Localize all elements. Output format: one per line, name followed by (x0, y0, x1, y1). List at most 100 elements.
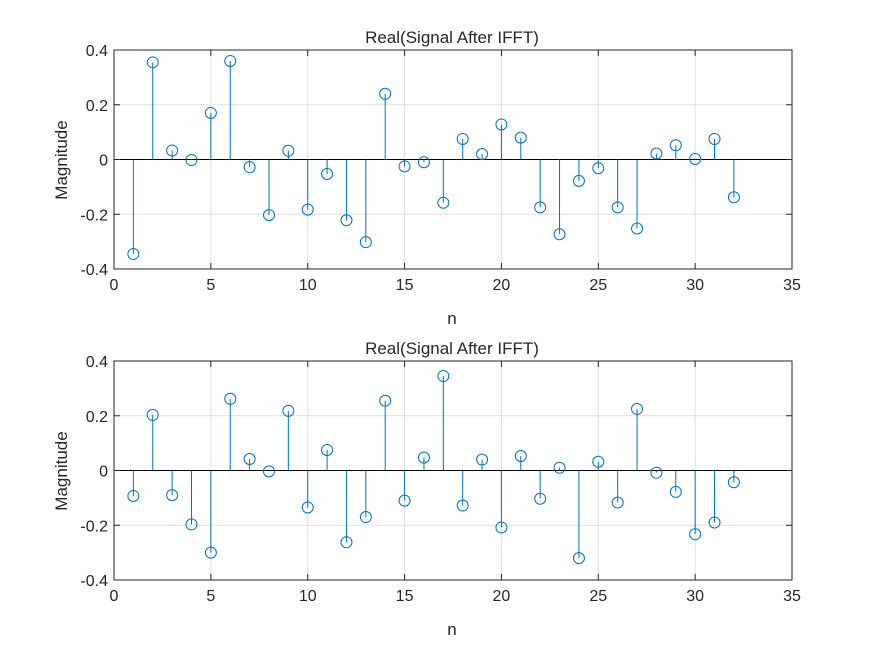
bottom-marker-30 (689, 528, 702, 541)
top-marker-28 (650, 147, 663, 160)
bottom-marker-4 (185, 518, 198, 531)
top-marker-20 (495, 118, 508, 131)
bottom-ytick-label-1: -0.2 (80, 518, 108, 535)
top-marker-18 (456, 132, 469, 145)
bottom-xtick-label-5: 25 (589, 588, 607, 605)
bottom-marker-23 (553, 461, 566, 474)
top-marker-1 (127, 247, 140, 260)
top-marker-17 (437, 196, 450, 209)
top-marker-27 (631, 222, 644, 235)
top-marker-25 (592, 162, 605, 175)
top-marker-31 (708, 132, 721, 145)
top-marker-3 (166, 144, 179, 157)
bottom-marker-19 (476, 453, 489, 466)
bottom-xtick-label-6: 30 (686, 588, 704, 605)
bottom-marker-6 (224, 392, 237, 405)
subplot-top-xlabel: n (447, 309, 456, 328)
bottom-marker-7 (243, 453, 256, 466)
bottom-marker-2 (146, 408, 159, 421)
top-xtick-label-7: 35 (783, 277, 801, 294)
top-xtick-label-3: 15 (396, 277, 414, 294)
bottom-ytick-label-4: 0.4 (86, 354, 108, 371)
top-marker-21 (514, 131, 527, 144)
bottom-xtick-label-7: 35 (783, 588, 801, 605)
bottom-marker-29 (669, 485, 682, 498)
bottom-marker-12 (340, 536, 353, 549)
top-marker-22 (534, 201, 547, 214)
top-marker-15 (398, 160, 411, 173)
top-ytick-label-4: 0.4 (86, 43, 108, 60)
bottom-marker-18 (456, 499, 469, 512)
subplot-top-ylabel: Magnitude (52, 120, 71, 199)
top-marker-7 (243, 161, 256, 174)
top-marker-23 (553, 228, 566, 241)
top-xtick-label-2: 10 (299, 277, 317, 294)
bottom-marker-32 (727, 476, 740, 489)
bottom-marker-11 (321, 443, 334, 456)
top-ytick-label-0: -0.4 (80, 262, 108, 279)
top-ytick-label-3: 0.2 (86, 98, 108, 115)
bottom-marker-22 (534, 492, 547, 505)
bottom-ytick-label-3: 0.2 (86, 409, 108, 426)
top-marker-6 (224, 54, 237, 67)
subplot-bottom-ylabel: Magnitude (52, 431, 71, 510)
bottom-marker-25 (592, 455, 605, 468)
top-marker-14 (379, 87, 392, 100)
bottom-marker-5 (204, 546, 217, 559)
top-ytick-label-1: -0.2 (80, 207, 108, 224)
top-xtick-label-1: 5 (206, 277, 215, 294)
subplot-top: Real(Signal After IFFT) n Magnitude 0 5 10… (52, 28, 801, 328)
top-marker-4 (185, 154, 198, 167)
top-marker-16 (417, 156, 430, 169)
top-marker-30 (689, 152, 702, 165)
top-marker-8 (262, 209, 275, 222)
bottom-marker-8 (262, 465, 275, 478)
subplot-bottom-xlabel: n (447, 620, 456, 639)
top-marker-26 (611, 201, 624, 214)
top-marker-24 (572, 174, 585, 187)
top-marker-32 (727, 191, 740, 204)
bottom-marker-10 (301, 501, 314, 514)
bottom-xtick-label-3: 15 (396, 588, 414, 605)
top-marker-13 (359, 236, 372, 249)
bottom-ytick-label-0: -0.4 (80, 573, 108, 590)
bottom-xtick-label-4: 20 (493, 588, 511, 605)
bottom-marker-9 (282, 404, 295, 417)
bottom-marker-16 (417, 451, 430, 464)
bottom-marker-13 (359, 511, 372, 524)
top-marker-10 (301, 203, 314, 216)
bottom-ytick-label-2: 0 (99, 464, 108, 481)
subplot-top-title: Real(Signal After IFFT) (365, 28, 539, 47)
bottom-marker-27 (631, 402, 644, 415)
bottom-marker-28 (650, 466, 663, 479)
top-xtick-label-5: 25 (589, 277, 607, 294)
top-xtick-label-4: 20 (493, 277, 511, 294)
bottom-marker-31 (708, 516, 721, 529)
subplot-bottom-title: Real(Signal After IFFT) (365, 339, 539, 358)
bottom-marker-17 (437, 370, 450, 383)
top-ytick-label-2: 0 (99, 153, 108, 170)
top-marker-9 (282, 144, 295, 157)
top-marker-11 (321, 168, 334, 181)
top-marker-12 (340, 214, 353, 227)
top-marker-2 (146, 56, 159, 69)
top-xtick-label-6: 30 (686, 277, 704, 294)
bottom-marker-14 (379, 394, 392, 407)
bottom-xtick-label-1: 5 (206, 588, 215, 605)
bottom-marker-3 (166, 489, 179, 502)
subplot-bottom: Real(Signal After IFFT) n Magnitude 0 5 10… (52, 339, 801, 639)
bottom-marker-15 (398, 494, 411, 507)
top-marker-19 (476, 148, 489, 161)
bottom-xtick-label-0: 0 (110, 588, 119, 605)
top-marker-5 (204, 106, 217, 119)
subplot-bottom-plot-area: 0 5 10 15 20 25 30 35 -0.4 -0.2 0 0.2 0.4 (80, 354, 801, 605)
top-xtick-label-0: 0 (110, 277, 119, 294)
bottom-xtick-label-2: 10 (299, 588, 317, 605)
subplot-top-plot-area: 0 5 10 15 20 25 30 35 -0.4 -0.2 0 0.2 0.4 (80, 43, 801, 294)
bottom-marker-1 (127, 489, 140, 502)
bottom-marker-21 (514, 449, 527, 462)
bottom-marker-26 (611, 496, 624, 509)
bottom-marker-20 (495, 521, 508, 534)
